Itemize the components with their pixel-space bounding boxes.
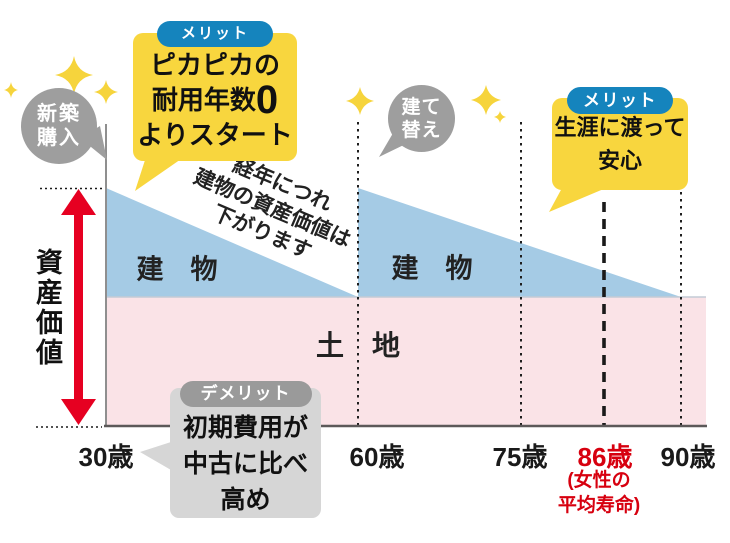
demerit-badge: デメリット: [179, 381, 312, 407]
merit-start-tail: [135, 157, 184, 191]
building-area-2: [358, 188, 681, 297]
merit-start-line: よりスタート: [137, 120, 293, 150]
merit-life-tail: [549, 188, 606, 212]
building-label-1: 建 物: [136, 254, 218, 285]
land-label: 土 地: [315, 330, 401, 361]
y-axis-label: 資産価値: [32, 248, 62, 368]
demerit-line: 初期費用が: [182, 414, 308, 442]
asset-value-arrow: [61, 189, 96, 425]
sparkle-icon: [471, 85, 501, 115]
new-purchase-line: 新築: [37, 103, 81, 125]
sparkles: [4, 56, 506, 123]
sparkle-icon: [94, 80, 118, 104]
building-area-1: [106, 188, 358, 297]
sparkle-icon: [346, 87, 374, 115]
zero-highlight: 0: [255, 78, 279, 122]
lifespan-note: (女性の 平均寿命): [558, 468, 640, 518]
tick-age-60: 60歳: [349, 442, 405, 472]
building-label-2: 建 物: [391, 253, 473, 284]
rebuild-line: 替え: [401, 119, 442, 141]
sparkle-icon: [55, 56, 93, 94]
demerit-body: 初期費用が 中古に比べ 高め: [170, 388, 321, 518]
merit-life-body: 生涯に渡って 安心: [552, 98, 688, 177]
merit-start-body: ピカピカの 耐用年数0 よりスタート: [133, 33, 297, 153]
demerit-line: 高め: [220, 486, 271, 514]
demerit-tail: [140, 442, 171, 470]
merit-badge: メリット: [567, 87, 673, 114]
tick-age-90: 90歳: [660, 442, 716, 472]
tick-age-75: 75歳: [492, 442, 548, 472]
merit-badge: メリット: [157, 21, 273, 47]
merit-start-bubble: メリット ピカピカの 耐用年数0 よりスタート: [133, 21, 297, 161]
merit-life-bubble: メリット 生涯に渡って 安心: [552, 87, 688, 190]
merit-start-line: ピカピカの: [149, 50, 280, 80]
tick-age-30: 30歳: [78, 442, 134, 472]
rebuild-line: 建て: [401, 96, 442, 118]
rebuild-callout: 建て 替え: [388, 85, 455, 152]
lifespan-note-line: (女性の: [567, 470, 631, 491]
merit-start-line: 耐用年数0: [133, 80, 297, 120]
merit-life-line: 安心: [597, 148, 642, 173]
merit-life-line: 生涯に渡って: [554, 115, 686, 140]
sparkle-icon: [4, 82, 18, 98]
merit-start-line2-text: 耐用年数: [151, 85, 256, 115]
new-purchase-line: 購入: [37, 127, 81, 149]
new-purchase-callout: 新築 購入: [21, 88, 97, 164]
tick-age-86: 86歳: [577, 442, 633, 472]
sparkle-icon: [494, 111, 506, 123]
demerit-bubble: デメリット 初期費用が 中古に比べ 高め: [170, 381, 321, 518]
demerit-line: 中古に比べ: [182, 450, 308, 478]
lifespan-note-line: 平均寿命): [557, 495, 641, 516]
